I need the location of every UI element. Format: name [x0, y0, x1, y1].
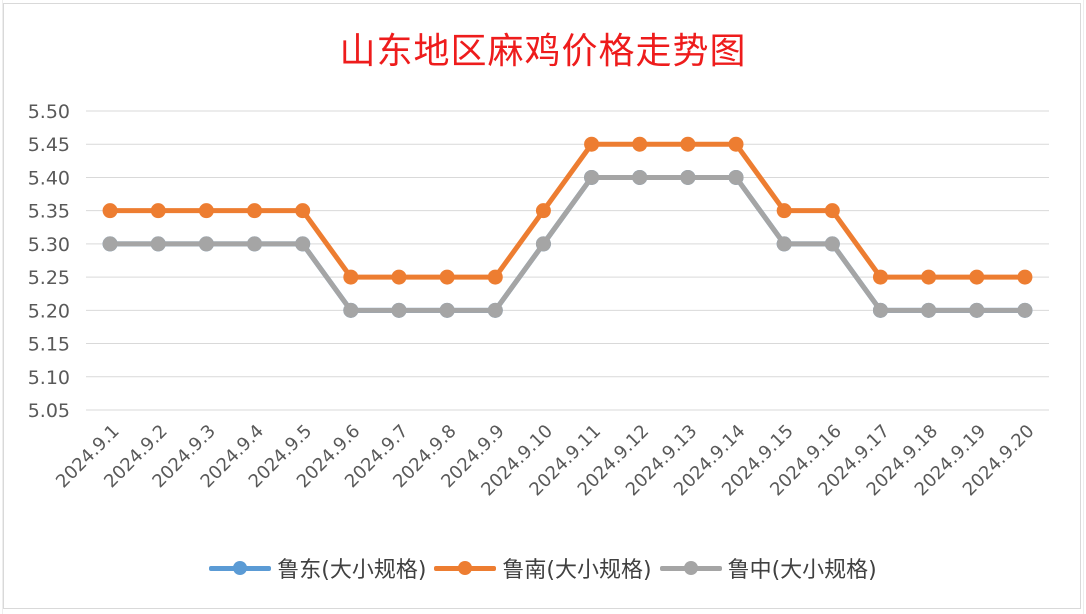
data-point: [680, 169, 696, 185]
chart-title: 山东地区麻鸡价格走势图: [339, 31, 747, 72]
legend-item: 鲁中(大小规格): [659, 552, 877, 584]
legend-swatch: [434, 558, 497, 578]
data-point: [102, 236, 118, 252]
data-point: [921, 269, 937, 285]
data-point: [872, 302, 888, 318]
y-tick-label: 5.15: [28, 334, 70, 356]
data-point: [728, 169, 744, 185]
data-point: [150, 236, 166, 252]
sheet-gridline: [2, 0, 3, 614]
series-line: [107, 174, 1028, 313]
data-point: [776, 236, 792, 252]
legend-item: 鲁南(大小规格): [434, 552, 652, 584]
data-point: [391, 269, 407, 285]
data-point: [824, 203, 840, 219]
data-point: [535, 236, 551, 252]
data-point: [969, 302, 985, 318]
data-point: [535, 203, 551, 219]
data-point: [198, 236, 214, 252]
legend: 鲁东(大小规格) 鲁南(大小规格) 鲁中(大小规格): [0, 552, 1086, 584]
data-point: [921, 302, 937, 318]
y-tick-label: 5.35: [28, 201, 70, 223]
data-point: [584, 136, 600, 152]
y-tick-label: 5.50: [28, 101, 70, 123]
legend-swatch: [659, 558, 722, 578]
data-point: [343, 269, 359, 285]
data-point: [776, 203, 792, 219]
data-point: [584, 169, 600, 185]
data-point: [872, 269, 888, 285]
data-point: [391, 302, 407, 318]
data-point: [1017, 269, 1033, 285]
data-point: [295, 236, 311, 252]
data-point: [295, 203, 311, 219]
data-point: [439, 302, 455, 318]
y-tick-label: 5.10: [28, 367, 70, 389]
data-point: [102, 203, 118, 219]
data-point: [487, 302, 503, 318]
data-point: [1017, 302, 1033, 318]
series-line: [107, 141, 1028, 280]
y-tick-label: 5.25: [28, 267, 70, 289]
y-tick-label: 5.05: [28, 400, 70, 422]
data-point: [247, 203, 263, 219]
data-point: [632, 169, 648, 185]
data-point: [632, 136, 648, 152]
data-point: [150, 203, 166, 219]
data-point: [969, 269, 985, 285]
data-point: [198, 203, 214, 219]
data-point: [824, 236, 840, 252]
legend-swatch: [209, 558, 272, 578]
data-point: [439, 269, 455, 285]
y-tick-label: 5.30: [28, 234, 70, 256]
legend-item: 鲁东(大小规格): [209, 552, 426, 584]
data-point: [247, 236, 263, 252]
legend-label: 鲁中(大小规格): [727, 558, 877, 583]
y-tick-label: 5.20: [28, 300, 70, 322]
data-point: [343, 302, 359, 318]
legend-label: 鲁南(大小规格): [502, 558, 652, 583]
y-tick-label: 5.45: [28, 134, 70, 156]
chart-area[interactable]: [3, 3, 1081, 609]
data-point: [680, 136, 696, 152]
data-point: [487, 269, 503, 285]
data-point: [728, 136, 744, 152]
y-tick-label: 5.40: [28, 167, 70, 189]
sheet-gridline: [1083, 0, 1084, 614]
legend-label: 鲁东(大小规格): [277, 558, 427, 583]
